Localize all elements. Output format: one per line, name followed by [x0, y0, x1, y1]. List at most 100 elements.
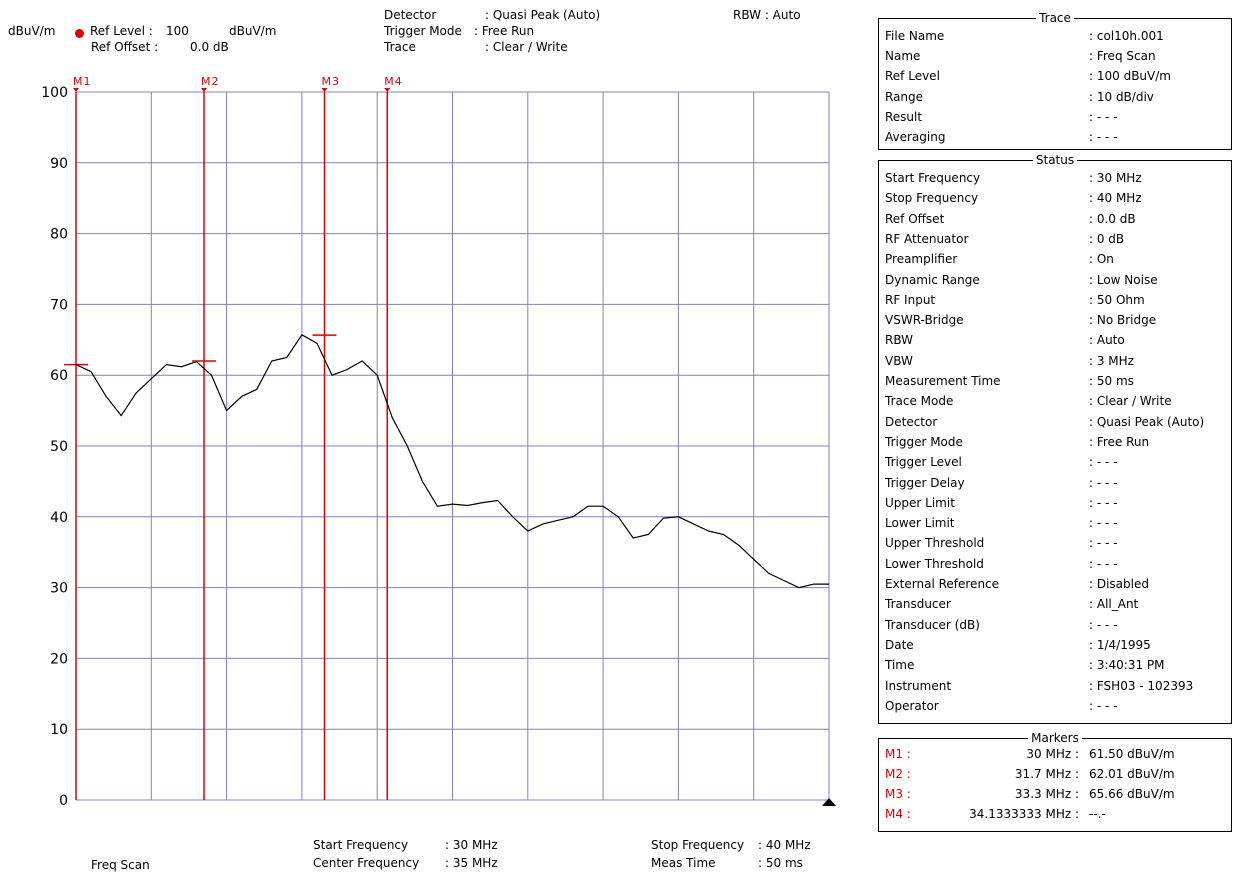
- trigger-mode-label: Trigger Mode: [384, 24, 462, 38]
- ref-offset-value: 0.0 dB: [190, 40, 229, 54]
- row-value: : 50 Ohm: [1089, 292, 1145, 307]
- row-label: VSWR-Bridge: [885, 313, 964, 328]
- markers-panel-title: Markers: [1028, 731, 1082, 745]
- status-panel: Status Start Frequency: 30 MHz Stop Frequ…: [878, 153, 1232, 724]
- y-tick-label: 80: [50, 227, 68, 243]
- footer-mode-label: Freq Scan: [91, 858, 150, 872]
- row-label: Result: [885, 109, 923, 124]
- row-value: : - - -: [1089, 475, 1118, 490]
- row-value: : col10h.001: [1089, 29, 1164, 43]
- y-tick-label: 40: [50, 510, 68, 526]
- marker-frequency: 30 MHz :: [1026, 747, 1079, 761]
- row-label: Trace Mode: [885, 394, 954, 409]
- marker-row: M1 : 30 MHz : 61.50 dBuV/m: [885, 745, 1225, 763]
- row-value: : 10 dB/div: [1089, 89, 1154, 104]
- marker-row: M2 : 31.7 MHz : 62.01 dBuV/m: [885, 765, 1225, 783]
- row-label: Trigger Delay: [885, 475, 965, 490]
- marker-name: M2 :: [885, 767, 911, 781]
- footer-center-value: : 35 MHz: [445, 856, 498, 870]
- footer-start-label: Start Frequency: [313, 838, 409, 852]
- row-label: Dynamic Range: [885, 272, 980, 287]
- row-value: : Freq Scan: [1089, 49, 1156, 64]
- trace-panel-title: Trace: [1036, 11, 1074, 25]
- y-tick-label: 70: [50, 297, 68, 313]
- marker-name: M1 :: [885, 747, 911, 761]
- row-label: Trigger Mode: [885, 434, 963, 449]
- row-value: : 3:40:31 PM: [1089, 658, 1165, 673]
- marker-name: M4 :: [885, 807, 911, 821]
- trace-mode-label: Trace: [384, 40, 416, 54]
- y-tick-label: 30: [50, 581, 68, 597]
- row-value: : FSH03 - 102393: [1089, 678, 1194, 693]
- marker-row: M4 : 34.1333333 MHz : --.-: [885, 805, 1225, 823]
- footer-center-label: Center Frequency: [313, 856, 420, 870]
- marker-triangle-icon: [73, 88, 79, 92]
- ref-level-label: Ref Level :: [90, 24, 153, 38]
- row-value: : All_Ant: [1089, 597, 1139, 612]
- row-label: Upper Threshold: [885, 536, 985, 551]
- marker-name: M3 :: [885, 787, 911, 801]
- row-label: Transducer (dB): [885, 617, 980, 632]
- row-label: Date: [885, 637, 914, 652]
- row-label: Detector: [885, 414, 938, 429]
- row-label: RF Attenuator: [885, 231, 969, 246]
- trigger-mode-value: : Free Run: [474, 24, 535, 38]
- trace-mode-value: : Clear / Write: [485, 40, 568, 54]
- row-label: Lower Threshold: [885, 556, 984, 571]
- footer-meas-value: : 50 ms: [758, 856, 803, 870]
- row-label: Measurement Time: [885, 374, 1001, 388]
- row-label: Preamplifier: [885, 252, 958, 267]
- detector-label: Detector: [384, 8, 437, 22]
- y-tick-label: 50: [50, 439, 68, 455]
- row-value: : Disabled: [1089, 577, 1149, 591]
- row-value: : - - -: [1089, 495, 1118, 510]
- ref-level-dot-icon: [75, 29, 84, 38]
- y-tick-label: 20: [50, 651, 68, 667]
- marker-row: M3 : 33.3 MHz : 65.66 dBuV/m: [885, 785, 1225, 803]
- row-value: : Clear / Write: [1089, 394, 1172, 409]
- marker-label: M1: [73, 75, 92, 88]
- row-value: : 0 dB: [1089, 231, 1125, 246]
- footer-stop-value: : 40 MHz: [758, 838, 811, 852]
- row-label: Ref Level: [885, 69, 940, 84]
- row-value: : 30 MHz: [1089, 171, 1142, 185]
- row-label: RF Input: [885, 292, 936, 307]
- rbw-label: RBW : Auto: [733, 8, 801, 22]
- footer-stop-label: Stop Frequency: [651, 838, 745, 852]
- row-label: Range: [885, 89, 924, 104]
- row-label: Time: [885, 658, 915, 673]
- ref-level-unit: dBuV/m: [229, 24, 277, 38]
- marker-triangle-icon: [384, 88, 391, 92]
- markers-panel: Markers M1 : 30 MHz : 61.50 dBuV/m M2 : 31.7…: [878, 731, 1232, 832]
- y-tick-label: 10: [50, 722, 68, 738]
- footer-start-value: : 30 MHz: [445, 838, 498, 852]
- y-unit-label: dBuV/m: [8, 24, 56, 38]
- row-value: : - - -: [1089, 455, 1118, 470]
- row-label: VBW: [885, 353, 913, 368]
- marker-label: M3: [321, 75, 340, 88]
- stop-frequency-triangle-icon: [822, 798, 836, 806]
- row-label: Averaging: [885, 130, 946, 144]
- row-value: : Quasi Peak (Auto): [1089, 414, 1205, 429]
- row-label: File Name: [885, 29, 945, 43]
- row-value: : - - -: [1089, 536, 1118, 551]
- row-value: : 40 MHz: [1089, 191, 1142, 206]
- marker-level: --.-: [1089, 807, 1106, 821]
- row-value: : On: [1089, 252, 1114, 267]
- marker-level: 65.66 dBuV/m: [1089, 787, 1175, 801]
- row-value: : Low Noise: [1089, 272, 1158, 287]
- marker-level: 62.01 dBuV/m: [1089, 767, 1175, 781]
- row-label: External Reference: [885, 577, 1000, 591]
- marker-frequency: 31.7 MHz :: [1014, 767, 1079, 781]
- y-tick-label: 100: [41, 85, 68, 101]
- row-value: : Free Run: [1089, 434, 1150, 449]
- ref-level-value: 100: [166, 24, 189, 38]
- row-value: : - - -: [1089, 516, 1118, 531]
- status-panel-title: Status: [1032, 153, 1078, 167]
- y-tick-label: 60: [50, 368, 68, 384]
- marker-label: M2: [201, 75, 220, 88]
- row-value: : 1/4/1995: [1089, 637, 1151, 652]
- row-label: Transducer: [885, 597, 951, 612]
- y-tick-label: 90: [50, 156, 68, 172]
- row-label: Trigger Level: [885, 455, 962, 470]
